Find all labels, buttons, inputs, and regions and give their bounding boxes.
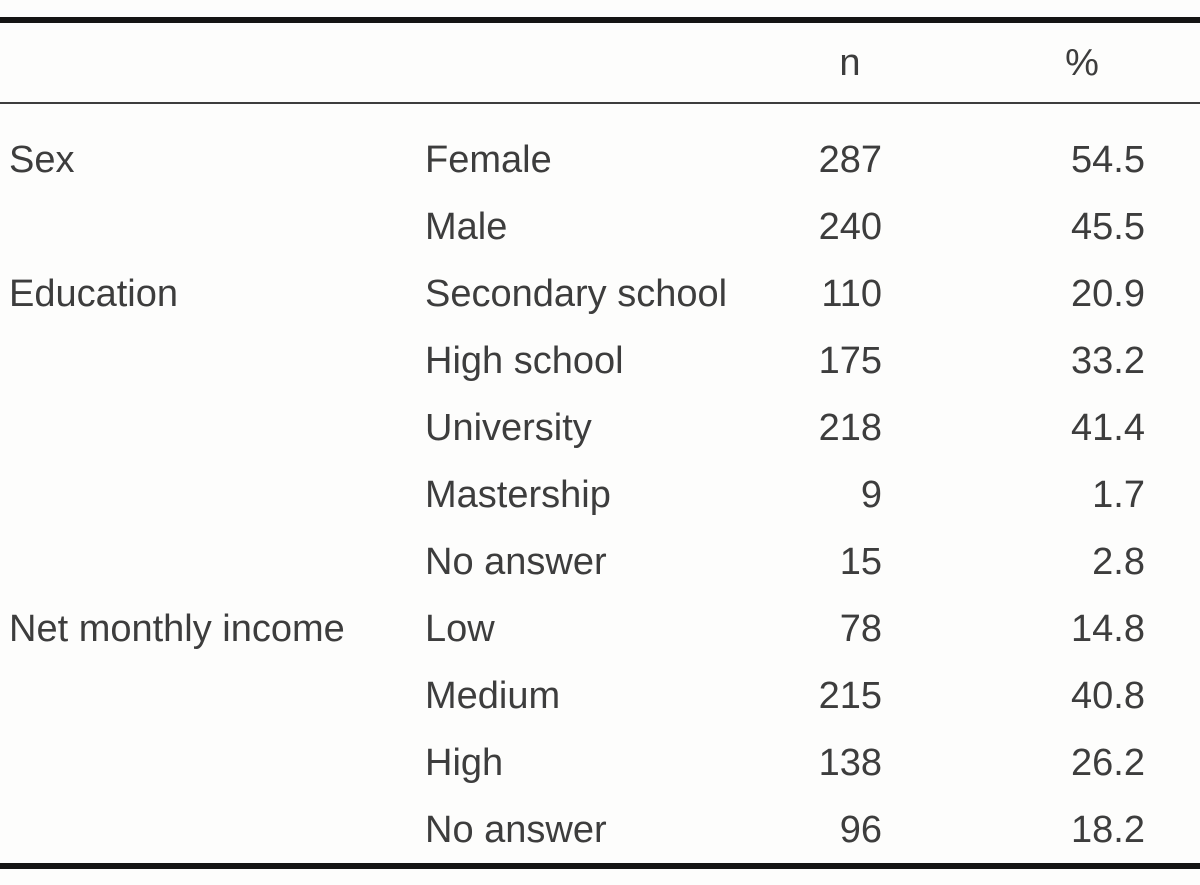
percent-value-cell: 45.5: [1071, 205, 1145, 248]
table-row: No answer 15 2.8: [0, 528, 1200, 595]
table-row: Net monthly income Low 78 14.8: [0, 595, 1200, 662]
n-value-cell: 218: [818, 406, 882, 449]
n-value-cell: 15: [839, 540, 882, 583]
category-cell: [0, 394, 420, 461]
level-cell: No answer: [425, 540, 607, 583]
category-cell: Sex: [9, 138, 75, 181]
n-value-cell: 175: [818, 339, 882, 382]
header-category-blank: [0, 20, 420, 104]
level-cell: Female: [425, 138, 552, 181]
category-cell: Education: [9, 272, 179, 315]
level-cell: No answer: [425, 808, 607, 851]
category-cell: [0, 528, 420, 595]
table-row: Education Secondary school 110 20.9: [0, 260, 1200, 327]
category-cell: [0, 662, 420, 729]
percent-value-cell: 40.8: [1071, 674, 1145, 717]
percent-value-cell: 41.4: [1071, 406, 1145, 449]
n-value-cell: 287: [818, 138, 882, 181]
level-cell: Secondary school: [425, 272, 728, 315]
table-row: Male 240 45.5: [0, 193, 1200, 260]
n-value-cell: 138: [818, 741, 882, 784]
percent-value-cell: 2.8: [1092, 540, 1145, 583]
percent-value-cell: 14.8: [1071, 607, 1145, 650]
percent-value-cell: 54.5: [1071, 138, 1145, 181]
percent-value-cell: 1.7: [1092, 473, 1145, 516]
percent-value-cell: 33.2: [1071, 339, 1145, 382]
table-row: High school 175 33.2: [0, 327, 1200, 394]
table-row: No answer 96 18.2: [0, 796, 1200, 866]
header-level-blank: [420, 20, 790, 104]
level-cell: Male: [425, 205, 508, 248]
category-cell: [0, 327, 420, 394]
n-value-cell: 215: [818, 674, 882, 717]
table-body: Sex Female 287 54.5 Male 240 45.5 Educat…: [0, 103, 1200, 866]
n-value-cell: 240: [818, 205, 882, 248]
level-cell: High school: [425, 339, 624, 382]
category-cell: [0, 461, 420, 528]
table-header: n %: [0, 20, 1200, 104]
table-row: University 218 41.4: [0, 394, 1200, 461]
percent-value-cell: 20.9: [1071, 272, 1145, 315]
category-cell: [0, 193, 420, 260]
percent-value-cell: 26.2: [1071, 741, 1145, 784]
n-value-cell: 9: [860, 473, 882, 516]
header-row: n %: [0, 20, 1200, 104]
n-value-cell: 78: [839, 607, 882, 650]
column-header-n: n: [790, 20, 910, 104]
level-cell: Low: [425, 607, 495, 650]
table-row: Mastership 9 1.7: [0, 461, 1200, 528]
level-cell: Medium: [425, 674, 561, 717]
table-row: High 138 26.2: [0, 729, 1200, 796]
percent-value-cell: 18.2: [1071, 808, 1145, 851]
table-row: Sex Female 287 54.5: [0, 103, 1200, 193]
table-row: Medium 215 40.8: [0, 662, 1200, 729]
category-cell: [0, 729, 420, 796]
demographics-table: n % Sex Female 287 54.5 Male 240 45.5 Ed…: [0, 17, 1200, 869]
n-value-cell: 96: [839, 808, 882, 851]
column-header-percent: %: [910, 20, 1200, 104]
level-cell: Mastership: [425, 473, 611, 516]
level-cell: University: [425, 406, 592, 449]
category-cell: [0, 796, 420, 866]
n-value-cell: 110: [821, 272, 882, 315]
level-cell: High: [425, 741, 504, 784]
category-cell: Net monthly income: [9, 607, 345, 650]
